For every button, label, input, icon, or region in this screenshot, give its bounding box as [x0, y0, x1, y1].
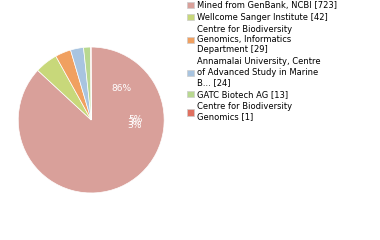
- Wedge shape: [56, 50, 91, 120]
- Legend: Mined from GenBank, NCBI [723], Wellcome Sanger Institute [42], Centre for Biodi: Mined from GenBank, NCBI [723], Wellcome…: [186, 0, 338, 122]
- Wedge shape: [38, 56, 91, 120]
- Wedge shape: [71, 48, 91, 120]
- Text: 3%: 3%: [127, 121, 142, 130]
- Text: 3%: 3%: [128, 118, 142, 127]
- Wedge shape: [18, 47, 164, 193]
- Text: 5%: 5%: [128, 115, 142, 124]
- Wedge shape: [84, 47, 91, 120]
- Text: 86%: 86%: [111, 84, 131, 93]
